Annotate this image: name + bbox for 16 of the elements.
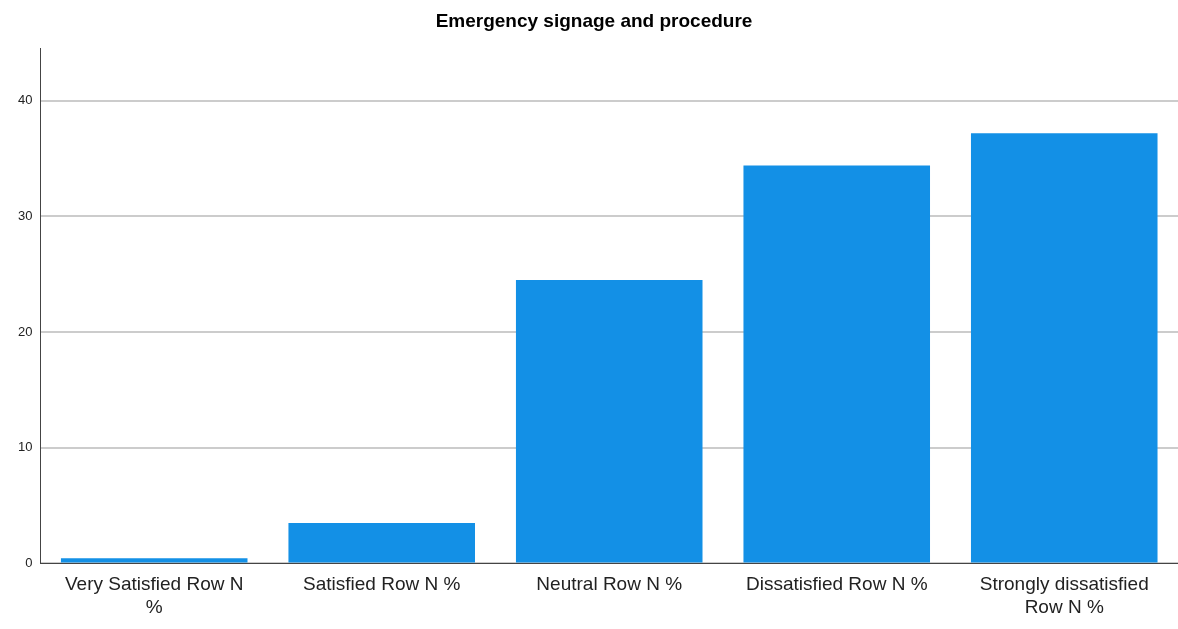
bar xyxy=(515,280,703,563)
bar xyxy=(970,133,1158,563)
y-tick-label: 30 xyxy=(17,208,33,224)
bar xyxy=(288,522,475,563)
x-tick-label: Dissatisfied Row N % xyxy=(745,573,928,595)
bar xyxy=(743,165,931,563)
bar xyxy=(60,558,248,563)
chart-title: Emergency signage and procedure xyxy=(435,9,753,31)
y-tick-label: 40 xyxy=(17,92,33,108)
x-tick-label: Neutral Row N % xyxy=(536,573,683,595)
x-tick-label: Satisfied Row N % xyxy=(303,573,461,595)
x-tick-label: Strongly dissatisfied Row N % xyxy=(979,573,1149,617)
x-tick-label: Very Satisfied Row N % xyxy=(64,573,244,617)
y-tick-label: 20 xyxy=(17,323,33,339)
y-tick-label: 0 xyxy=(25,554,33,570)
y-tick-label: 10 xyxy=(17,439,33,455)
